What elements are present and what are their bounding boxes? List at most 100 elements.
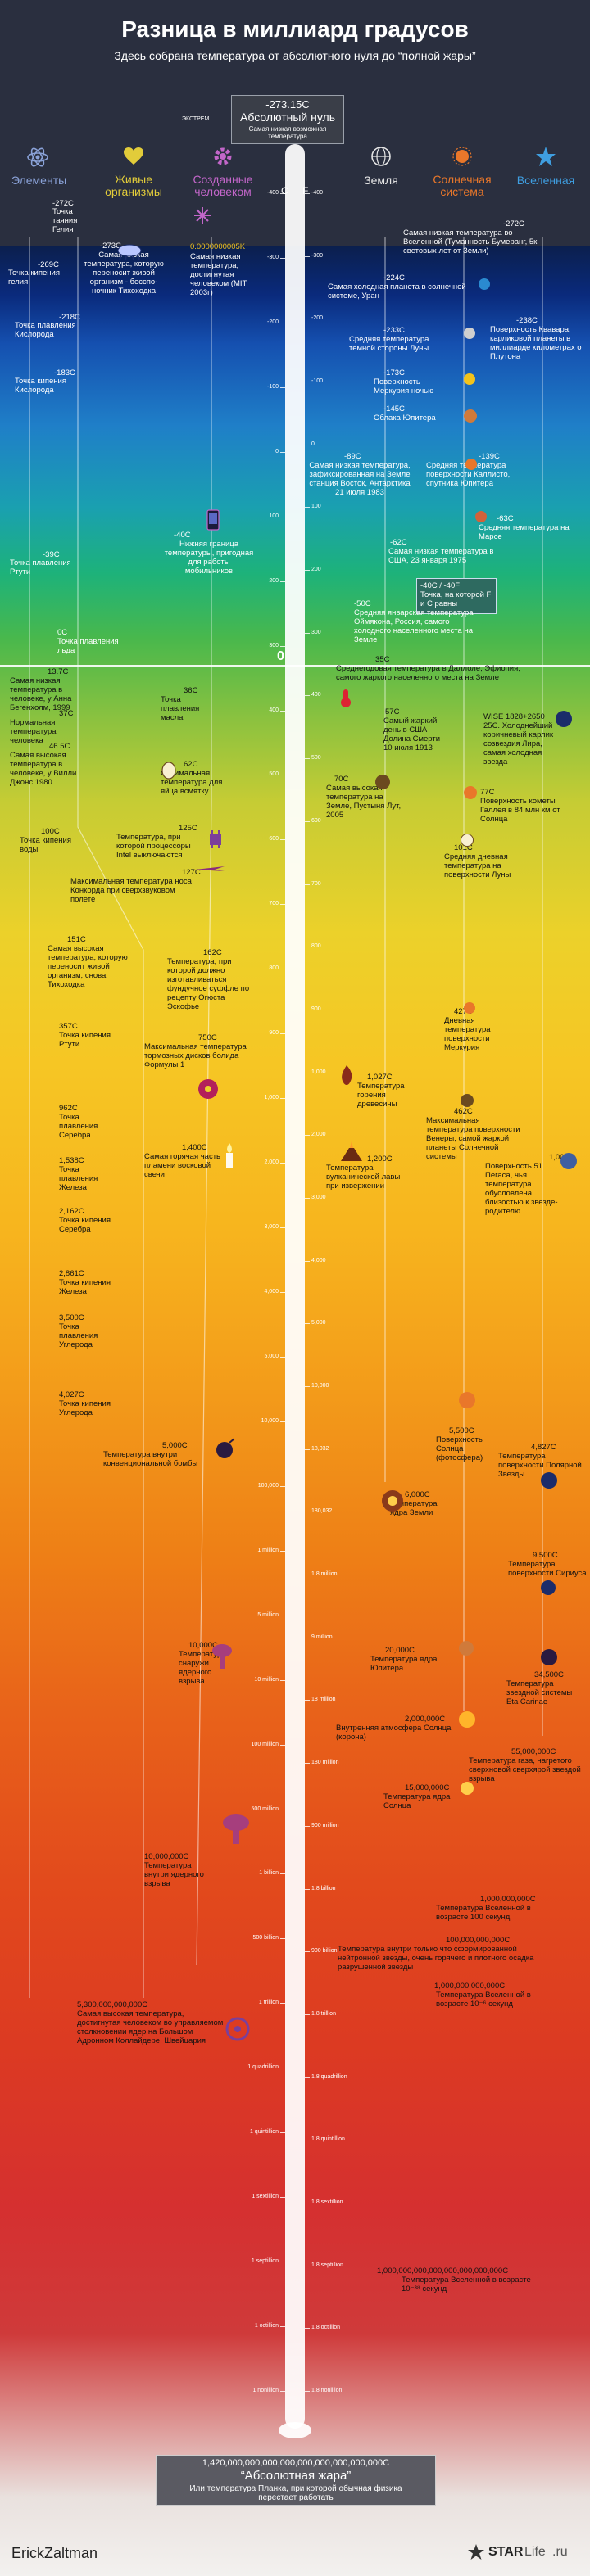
tick-right-30: 1.8 quadrillion bbox=[311, 2073, 347, 2080]
tick-right-mark-25 bbox=[305, 1763, 310, 1765]
right-item-14-label: 25C. Холоднейший коричневый карлик созве… bbox=[483, 721, 554, 766]
left-item-18-label: Температура, при которой должно изготавл… bbox=[167, 957, 250, 1011]
tick-left-mark-7 bbox=[280, 645, 285, 647]
right-item-30-label: Температура газа, нагретого сверхновой с… bbox=[469, 1756, 581, 1783]
tick-left-2: -200 bbox=[266, 319, 279, 325]
tick-left-mark-13 bbox=[280, 1033, 285, 1035]
left-item-27-value: 4,027C bbox=[59, 1390, 84, 1399]
absolute-heat-desc: Или температура Планка, при которой обыч… bbox=[189, 2484, 402, 2502]
tick-right-6: 200 bbox=[311, 567, 321, 573]
tick-right-15: 2,000 bbox=[311, 1132, 326, 1138]
tick-right-mark-30 bbox=[305, 2077, 310, 2078]
venus-icon bbox=[461, 1094, 474, 1107]
tick-right-mark-34 bbox=[305, 2328, 310, 2330]
globe-icon bbox=[371, 147, 391, 166]
left-item-8-label: Точка плавления льда bbox=[57, 637, 119, 655]
tick-left-17: 4,000 bbox=[264, 1289, 279, 1295]
tick-right-mark-1 bbox=[305, 255, 310, 257]
right-item-17-label: Средняя дневная температура на поверхнос… bbox=[444, 852, 511, 879]
tick-right-1: -300 bbox=[311, 252, 324, 259]
tick-right-8: 400 bbox=[311, 692, 321, 698]
left-item-19-label: Точка кипения Ртути bbox=[59, 1031, 111, 1049]
left-item-14-value: 100C bbox=[41, 827, 60, 836]
tick-left-mark-4 bbox=[280, 451, 285, 453]
tick-right-16: 3,000 bbox=[311, 1194, 326, 1200]
comet-halley-icon bbox=[464, 786, 477, 799]
tick-right-9: 500 bbox=[311, 755, 321, 762]
sun-icon bbox=[452, 147, 472, 166]
tick-left-mark-28 bbox=[280, 2003, 285, 2004]
right-item-19-label: Максимальная температура поверхности Вен… bbox=[426, 1116, 520, 1161]
thermometer-tube bbox=[285, 144, 305, 2429]
tick-left-23: 10 million bbox=[254, 1676, 279, 1683]
left-item-25-value: 2,861C bbox=[59, 1269, 84, 1278]
right-item-1-value: -224C bbox=[384, 273, 405, 282]
right-item-33-value: 100,000,000,000C bbox=[446, 1936, 511, 1945]
tick-right-31: 1.8 quintillion bbox=[311, 2136, 345, 2143]
right-item-19-value: 462C bbox=[454, 1107, 473, 1116]
right-item-29-value: 2,000,000C bbox=[405, 1715, 446, 1724]
tick-left-19: 10,000 bbox=[261, 1417, 279, 1424]
tick-left-0: -400 bbox=[266, 190, 279, 196]
desert-sun-icon bbox=[375, 775, 390, 789]
right-item-34-label: Температура Вселенной в возрасте 10⁻⁶ се… bbox=[436, 1991, 531, 2009]
left-item-4-value: -218C bbox=[59, 313, 80, 322]
tick-left-mark-18 bbox=[280, 1356, 285, 1358]
footer-logo: STAR Life .ru bbox=[467, 2542, 582, 2563]
left-item-13-value: 62C bbox=[184, 760, 198, 769]
right-item-8-label: Средняя температура на Марсе bbox=[479, 523, 570, 541]
tick-right-33: 1.8 septillion bbox=[311, 2262, 343, 2268]
atom-icon bbox=[27, 147, 48, 167]
tick-right-24: 18 million bbox=[311, 1697, 336, 1703]
tick-left-mark-17 bbox=[280, 1292, 285, 1293]
left-item-25-label: Точка кипения Железа bbox=[59, 1278, 111, 1296]
tick-left-15: 2,000 bbox=[264, 1159, 279, 1166]
left-item-19-value: 357C bbox=[59, 1022, 78, 1031]
right-item-13-value: 57C bbox=[385, 707, 400, 716]
scale-label-c: C bbox=[281, 186, 288, 196]
right-item-35-label: Температура Вселенной в возрасте 10⁻³⁸ с… bbox=[402, 2275, 531, 2294]
page-subtitle: Здесь собрана температура от абсолютного… bbox=[114, 49, 476, 62]
tick-left-20: 100,000 bbox=[257, 1482, 279, 1489]
jupiter-core-icon bbox=[459, 1641, 474, 1656]
category-living-label: Живые организмы bbox=[105, 173, 162, 198]
tick-left-13: 900 bbox=[269, 1030, 279, 1037]
right-item-1-label: Самая холодная планета в солнечной систе… bbox=[328, 282, 466, 301]
tick-left-mark-1 bbox=[280, 257, 285, 259]
volcano-icon bbox=[341, 1141, 362, 1161]
left-item-23-value: 1,538C bbox=[59, 1156, 84, 1165]
tick-right-25: 180 million bbox=[311, 1760, 339, 1766]
left-item-6-value: -40C bbox=[174, 531, 191, 540]
right-item-10-box: -40C / -40F Точка, на которой F и C равн… bbox=[416, 578, 497, 614]
tick-left-mark-21 bbox=[280, 1550, 285, 1552]
tick-right-35: 1.8 nonillion bbox=[311, 2388, 343, 2393]
zero-marker: 0 bbox=[277, 649, 284, 663]
planet-callisto-icon bbox=[465, 459, 477, 470]
tick-left-mark-24 bbox=[280, 1744, 285, 1746]
scale-label-f: F bbox=[302, 185, 309, 197]
tick-right-mark-29 bbox=[305, 2013, 310, 2015]
tick-left-5: 100 bbox=[269, 513, 279, 519]
tick-right-21: 180,032 bbox=[311, 1508, 333, 1515]
tick-right-3: -100 bbox=[311, 378, 324, 385]
tick-left-34: 1 nonillion bbox=[252, 2388, 279, 2393]
right-item-29-label: Внутренняя атмосфера Солнца (корона) bbox=[336, 1724, 452, 1742]
absolute-heat-box: 1,420,000,000,000,000,000,000,000,000,00… bbox=[156, 2455, 436, 2506]
tick-right-mark-5 bbox=[305, 507, 310, 508]
tick-right-2: -200 bbox=[311, 315, 324, 322]
tick-right-20: 18,032 bbox=[311, 1445, 329, 1452]
right-item-9-value: -62C bbox=[390, 538, 407, 547]
tick-right-mark-16 bbox=[305, 1197, 310, 1199]
moon-day-icon bbox=[461, 834, 474, 847]
right-item-10-value: -40C / -40F bbox=[420, 581, 461, 590]
earth-core-icon bbox=[382, 1490, 403, 1512]
category-solar-label: Солнечная система bbox=[433, 173, 492, 198]
tick-left-mark-0 bbox=[280, 193, 285, 194]
tick-right-23: 9 million bbox=[311, 1634, 333, 1640]
right-item-27-value: 20,000C bbox=[385, 1646, 415, 1655]
left-item-28-value: 5,000C bbox=[162, 1441, 188, 1450]
right-item-0-label: Самая низкая температура во Вселенной (Т… bbox=[403, 228, 538, 255]
left-item-15-label: Температура, при которой процессоры Inte… bbox=[116, 833, 191, 860]
